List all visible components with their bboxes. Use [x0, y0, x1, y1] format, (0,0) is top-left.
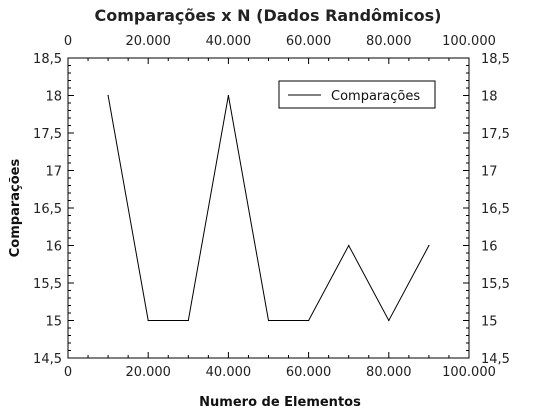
y-tick-label: 18 [45, 90, 62, 105]
y-tick-label: 17,5 [33, 127, 62, 142]
data-point [388, 319, 390, 322]
data-point [308, 319, 310, 322]
y-tick-label-right: 16 [481, 240, 498, 255]
y-tick-label-right: 14,5 [481, 352, 510, 367]
legend-label: Comparações [331, 89, 420, 104]
x-tick-label: 60.000 [286, 365, 332, 380]
x-tick-label-top: 20.000 [125, 34, 171, 49]
series-layer [107, 94, 430, 322]
series-line-0 [107, 95, 430, 322]
x-tick-label: 80.000 [366, 365, 412, 380]
data-point [187, 319, 189, 322]
y-tick-label: 14,5 [33, 352, 62, 367]
y-tick-label: 18,5 [33, 52, 62, 67]
x-tick-label-top: 80.000 [366, 34, 412, 49]
y-tick-label-right: 15,5 [481, 277, 510, 292]
y-tick-label-right: 15 [481, 315, 498, 330]
y-tick-label-right: 18,5 [481, 52, 510, 67]
x-tick-label-top: 60.000 [286, 34, 332, 49]
axis-tick-labels: 0 0 20.000 20.000 40.000 40.000 60.000 60.000 80… [33, 34, 510, 380]
axis-ticks [67, 57, 470, 359]
x-axis-label: Numero de Elementos [199, 395, 361, 410]
legend: Comparações [278, 80, 436, 109]
y-tick-label-right: 17 [481, 165, 498, 180]
y-tick-label: 16,5 [33, 202, 62, 217]
data-point [348, 244, 350, 247]
x-tick-label: 0 [64, 365, 72, 380]
y-tick-label: 15 [45, 315, 62, 330]
data-point [428, 244, 430, 247]
x-tick-label-top: 0 [64, 34, 72, 49]
data-point [227, 94, 229, 97]
y-tick-label-right: 16,5 [481, 202, 510, 217]
chart-title: Comparações x N (Dados Randômicos) [95, 6, 442, 25]
y-tick-label-right: 18 [481, 90, 498, 105]
y-tick-label: 15,5 [33, 277, 62, 292]
x-tick-label-top: 100.000 [442, 34, 496, 49]
x-tick-label: 100.000 [442, 365, 496, 380]
x-tick-label-top: 40.000 [206, 34, 252, 49]
data-point [107, 94, 109, 97]
data-point [267, 319, 270, 322]
data-point [147, 319, 149, 322]
y-axis-label: Comparações [8, 159, 23, 258]
y-tick-label: 16 [45, 240, 62, 255]
y-tick-label-right: 17,5 [481, 127, 510, 142]
x-tick-label: 40.000 [206, 365, 252, 380]
x-tick-label: 20.000 [125, 365, 171, 380]
y-tick-label: 17 [45, 165, 62, 180]
